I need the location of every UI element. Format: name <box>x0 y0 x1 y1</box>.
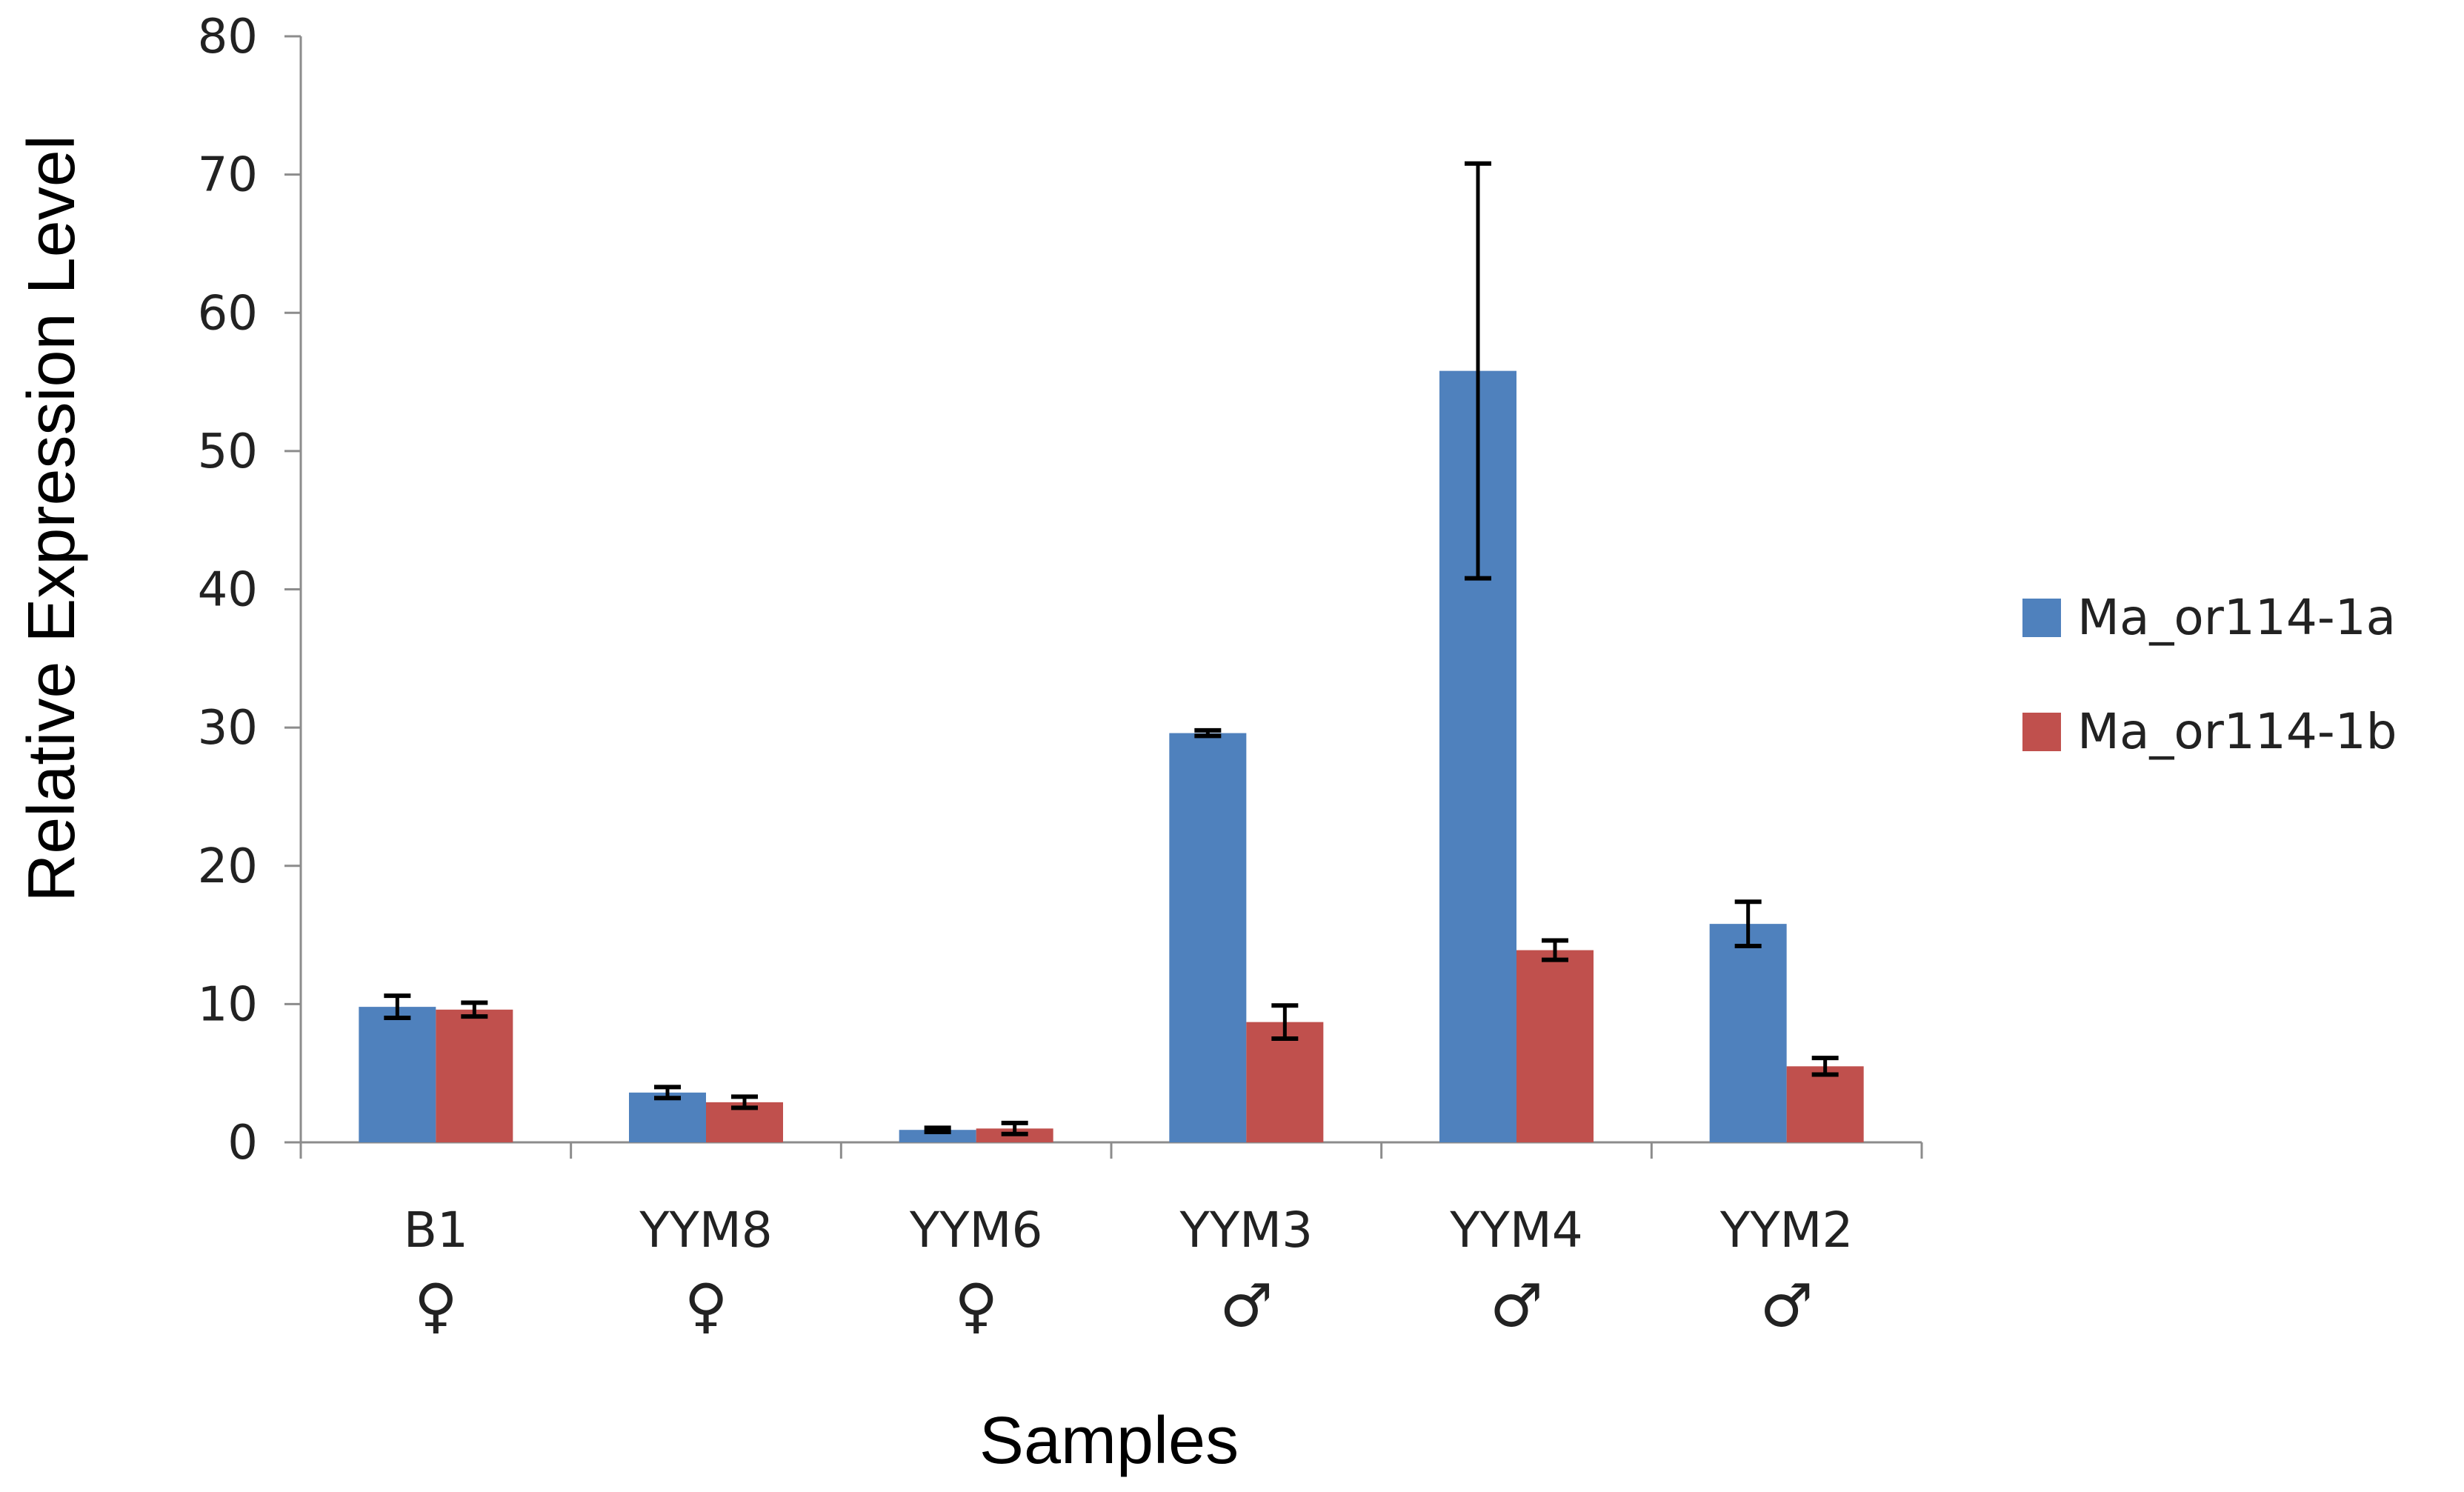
bar <box>1786 1066 1864 1142</box>
sex-symbol: ♂ <box>1219 1271 1273 1340</box>
legend: Ma_or114-1a Ma_or114-1b <box>2022 589 2397 760</box>
y-tick-label: 40 <box>198 563 258 618</box>
legend-label: Ma_or114-1b <box>2077 703 2397 760</box>
bar <box>436 1009 513 1142</box>
y-tick-label: 80 <box>198 10 258 64</box>
sex-symbol: ♀ <box>685 1271 728 1340</box>
y-tick-label: 70 <box>198 148 258 203</box>
sex-symbol: ♂ <box>1490 1271 1543 1340</box>
bar <box>1246 1022 1324 1142</box>
bar <box>1516 950 1594 1142</box>
y-tick-label: 20 <box>198 839 258 894</box>
bars <box>359 370 1864 1142</box>
bar <box>359 1007 436 1142</box>
category-label: YYM4 <box>1449 1202 1583 1259</box>
y-axis: 0 10 20 30 40 50 60 70 80 <box>198 10 302 1170</box>
bar <box>1169 733 1247 1142</box>
y-tick-label: 50 <box>198 424 258 479</box>
legend-swatch <box>2022 599 2061 637</box>
sex-symbol: ♂ <box>1760 1271 1814 1340</box>
y-tick-label: 0 <box>227 1116 258 1170</box>
category-labels: B1 ♀ YYM8 ♀ YYM6 ♀ YYM3 ♂ YYM4 ♂ YYM2 ♂ <box>404 1202 1854 1340</box>
y-tick-label: 30 <box>198 701 258 756</box>
legend-label: Ma_or114-1a <box>2077 589 2396 646</box>
y-tick-label: 10 <box>198 977 258 1032</box>
x-axis-title: Samples <box>979 1404 1239 1478</box>
bar <box>899 1130 976 1142</box>
sex-symbol: ♀ <box>954 1271 998 1340</box>
sex-symbol: ♀ <box>414 1271 458 1340</box>
bar <box>1709 924 1787 1142</box>
category-label: YYM2 <box>1719 1202 1854 1259</box>
category-label: YYM3 <box>1179 1202 1313 1259</box>
category-label: YYM6 <box>909 1202 1043 1259</box>
x-axis <box>299 1141 1923 1159</box>
legend-swatch <box>2022 713 2061 751</box>
error-bars <box>384 161 1839 1136</box>
category-label: YYM8 <box>639 1202 773 1259</box>
y-axis-title: Relative Expression Level <box>15 135 89 902</box>
category-label: B1 <box>404 1202 468 1259</box>
bar <box>629 1092 706 1142</box>
y-tick-label: 60 <box>198 286 258 341</box>
